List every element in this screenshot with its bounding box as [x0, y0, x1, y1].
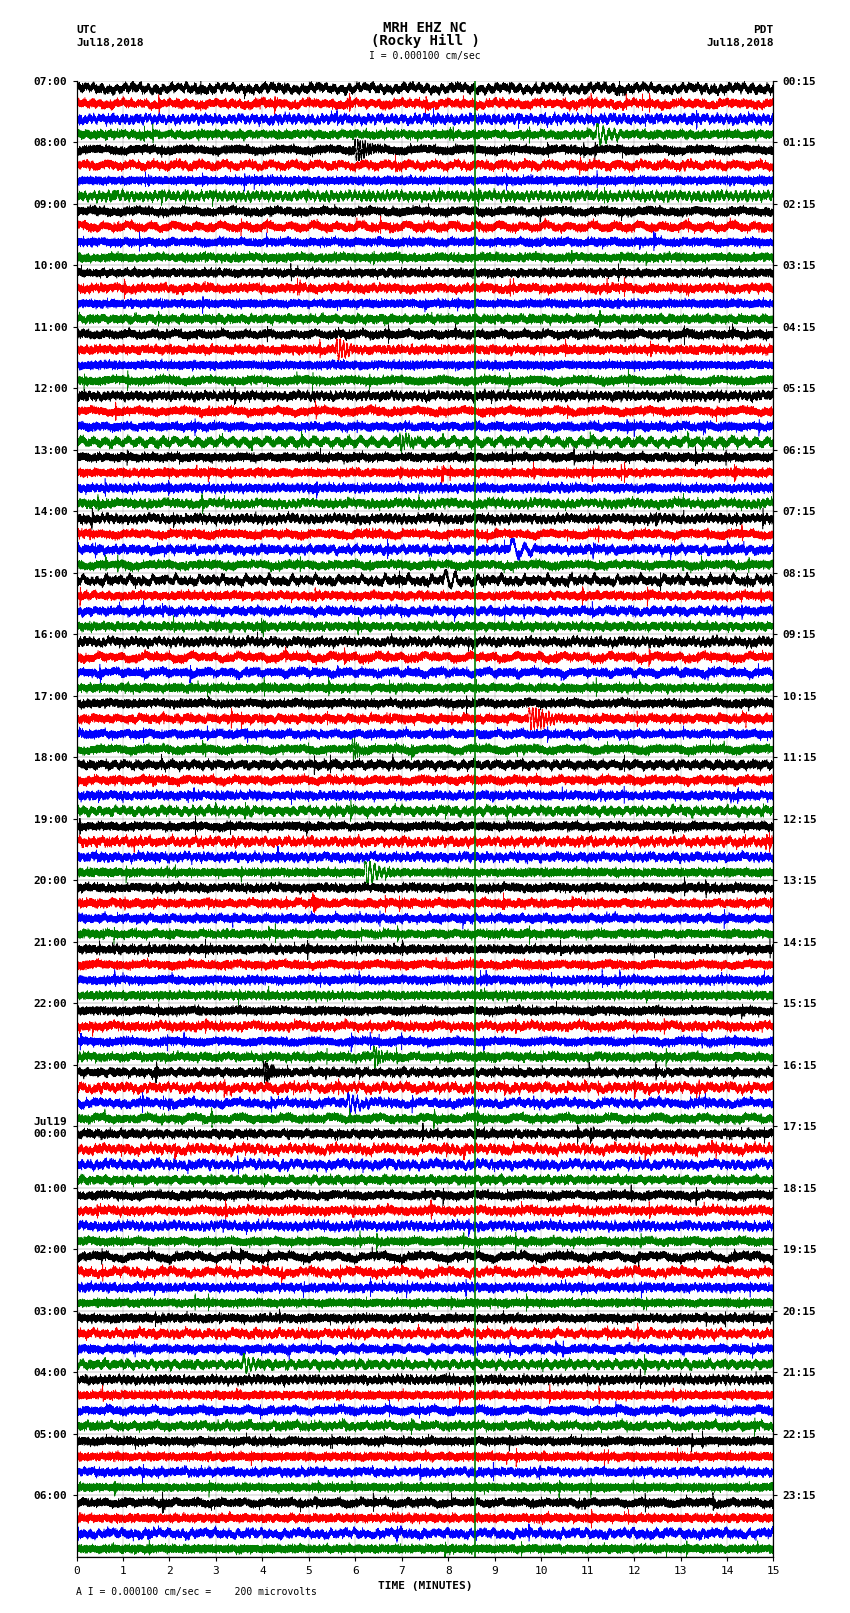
Text: A I = 0.000100 cm/sec =    200 microvolts: A I = 0.000100 cm/sec = 200 microvolts	[76, 1587, 317, 1597]
Text: MRH EHZ NC: MRH EHZ NC	[383, 21, 467, 35]
Text: PDT: PDT	[753, 24, 774, 35]
X-axis label: TIME (MINUTES): TIME (MINUTES)	[377, 1581, 473, 1590]
Text: (Rocky Hill ): (Rocky Hill )	[371, 34, 479, 48]
Text: I = 0.000100 cm/sec: I = 0.000100 cm/sec	[369, 52, 481, 61]
Text: Jul18,2018: Jul18,2018	[706, 37, 774, 47]
Text: Jul18,2018: Jul18,2018	[76, 37, 144, 47]
Text: UTC: UTC	[76, 24, 97, 35]
